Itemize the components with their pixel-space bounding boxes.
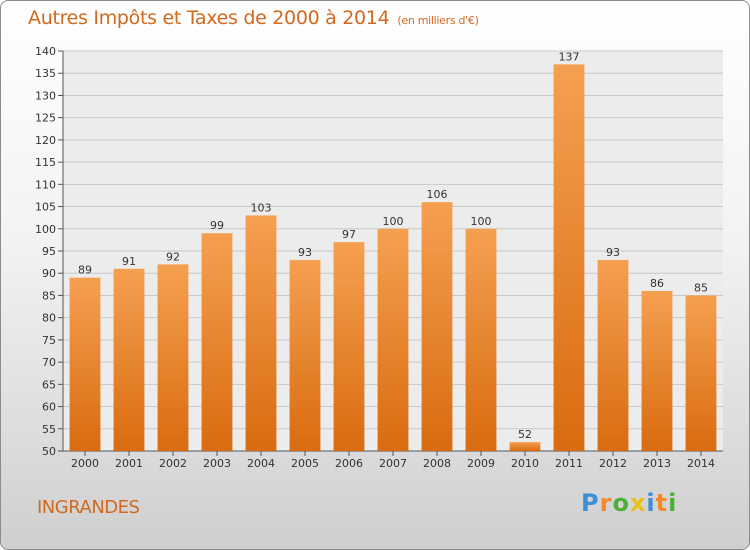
bar bbox=[553, 64, 585, 452]
x-tick-label: 2005 bbox=[291, 457, 319, 470]
x-tick-label: 2004 bbox=[247, 457, 275, 470]
logo-letter: P bbox=[581, 489, 600, 517]
bar bbox=[597, 259, 629, 451]
data-label: 106 bbox=[427, 188, 448, 201]
y-tick-label: 135 bbox=[35, 67, 56, 80]
data-label: 137 bbox=[559, 50, 580, 63]
bar bbox=[289, 259, 321, 451]
commune-name: INGRANDES bbox=[37, 497, 140, 518]
x-tick-label: 2014 bbox=[687, 457, 715, 470]
chart-unit-label: (en milliers d'€) bbox=[397, 14, 479, 27]
y-tick-label: 105 bbox=[35, 201, 56, 214]
bar bbox=[69, 277, 101, 451]
data-label: 103 bbox=[251, 201, 272, 214]
data-label: 100 bbox=[471, 215, 492, 228]
bar bbox=[641, 291, 673, 451]
y-tick-label: 50 bbox=[42, 445, 56, 458]
bar bbox=[157, 264, 189, 451]
proxiti-logo[interactable]: Proxiti bbox=[581, 489, 677, 517]
x-tick-label: 2002 bbox=[159, 457, 187, 470]
x-tick-label: 2009 bbox=[467, 457, 495, 470]
x-tick-label: 2006 bbox=[335, 457, 363, 470]
bar bbox=[465, 228, 497, 451]
x-tick-label: 2007 bbox=[379, 457, 407, 470]
data-label: 89 bbox=[78, 264, 92, 277]
y-tick-label: 100 bbox=[35, 223, 56, 236]
logo-letter: i bbox=[668, 489, 678, 517]
chart-title-text: Autres Impôts et Taxes de 2000 à 2014 bbox=[28, 7, 390, 29]
x-tick-label: 2013 bbox=[643, 457, 671, 470]
data-label: 85 bbox=[694, 281, 708, 294]
y-tick-label: 130 bbox=[35, 89, 56, 102]
y-tick-label: 90 bbox=[42, 267, 56, 280]
bar bbox=[201, 233, 233, 451]
data-label: 91 bbox=[122, 255, 136, 268]
bar bbox=[333, 242, 365, 451]
data-label: 93 bbox=[298, 246, 312, 259]
y-tick-label: 70 bbox=[42, 356, 56, 369]
bar bbox=[421, 202, 453, 451]
y-tick-label: 55 bbox=[42, 423, 56, 436]
chart-title: Autres Impôts et Taxes de 2000 à 2014 (en… bbox=[28, 7, 479, 29]
logo-letter: i bbox=[646, 489, 656, 517]
x-tick-label: 2012 bbox=[599, 457, 627, 470]
data-label: 99 bbox=[210, 219, 224, 232]
y-tick-label: 85 bbox=[42, 289, 56, 302]
y-tick-label: 115 bbox=[35, 156, 56, 169]
logo-letter: t bbox=[655, 489, 669, 517]
x-tick-label: 2010 bbox=[511, 457, 539, 470]
data-label: 86 bbox=[650, 277, 664, 290]
data-label: 100 bbox=[383, 215, 404, 228]
x-tick-label: 2001 bbox=[115, 457, 143, 470]
data-label: 92 bbox=[166, 250, 180, 263]
y-tick-label: 65 bbox=[42, 378, 56, 391]
data-label: 52 bbox=[518, 428, 532, 441]
bar bbox=[509, 442, 541, 451]
logo-letter: x bbox=[629, 489, 647, 517]
y-tick-label: 60 bbox=[42, 401, 56, 414]
x-tick-label: 2008 bbox=[423, 457, 451, 470]
y-tick-label: 110 bbox=[35, 178, 56, 191]
x-tick-label: 2000 bbox=[71, 457, 99, 470]
y-tick-label: 140 bbox=[35, 45, 56, 58]
bar bbox=[685, 295, 717, 451]
x-tick-label: 2003 bbox=[203, 457, 231, 470]
y-tick-label: 95 bbox=[42, 245, 56, 258]
y-tick-label: 75 bbox=[42, 334, 56, 347]
y-tick-label: 125 bbox=[35, 112, 56, 125]
logo-letter: o bbox=[612, 489, 630, 517]
bar bbox=[377, 228, 409, 451]
logo-letter: r bbox=[599, 489, 613, 517]
data-label: 97 bbox=[342, 228, 356, 241]
y-tick-label: 120 bbox=[35, 134, 56, 147]
data-label: 93 bbox=[606, 246, 620, 259]
y-tick-label: 80 bbox=[42, 312, 56, 325]
bar bbox=[113, 268, 145, 451]
bar bbox=[245, 215, 277, 451]
x-tick-label: 2011 bbox=[555, 457, 583, 470]
